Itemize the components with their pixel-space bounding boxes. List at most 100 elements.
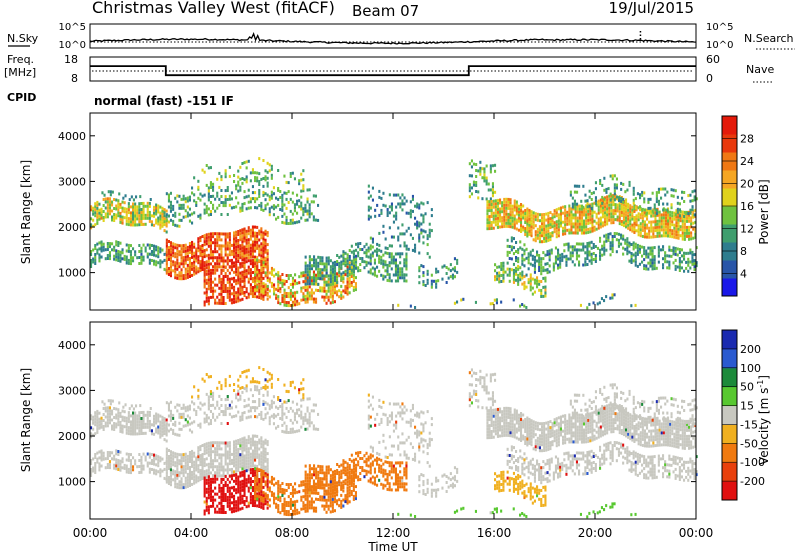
power-cell <box>167 270 170 273</box>
power-cell <box>418 236 421 240</box>
power-cell <box>241 276 244 280</box>
power-cell <box>254 206 257 210</box>
power-cell <box>260 275 263 278</box>
velocity-cell <box>228 504 231 508</box>
power-cell <box>94 256 97 259</box>
power-cell <box>693 198 696 202</box>
velocity-cell <box>165 459 168 463</box>
velocity-cell <box>121 427 124 431</box>
power-cell <box>626 203 629 207</box>
velocity-cell <box>207 450 210 454</box>
velocity-cell <box>247 459 250 463</box>
power-cell <box>125 261 128 265</box>
power-cell <box>304 294 307 298</box>
power-cell <box>245 232 248 236</box>
power-cell <box>546 250 549 254</box>
power-cell <box>258 269 261 272</box>
power-cell <box>327 286 330 290</box>
velocity-cell <box>129 471 132 475</box>
power-cell <box>214 262 217 266</box>
power-cell <box>639 213 642 217</box>
power-cell <box>294 303 297 307</box>
power-cell <box>153 214 156 218</box>
power-cell <box>119 211 122 215</box>
power-cell <box>608 212 611 216</box>
power-cell <box>675 227 678 231</box>
power-cell <box>212 289 215 293</box>
velocity-cell <box>203 473 206 477</box>
power-cell <box>578 228 581 232</box>
power-cell <box>505 209 508 213</box>
power-cell <box>576 219 579 223</box>
power-cell <box>638 250 641 254</box>
power-cell <box>207 284 210 288</box>
power-cell <box>498 280 501 284</box>
velocity-cell <box>195 468 198 472</box>
power-cell <box>633 228 636 231</box>
power-cell <box>612 212 615 216</box>
power-cell <box>148 210 151 214</box>
power-cell <box>144 204 147 208</box>
power-cell <box>492 199 495 203</box>
power-cell <box>216 238 219 242</box>
frequency-strip: Freq. [MHz] Nave 18 8 60 0 <box>4 53 774 85</box>
power-cell <box>643 200 646 204</box>
velocity-cell <box>178 483 181 487</box>
power-cell <box>688 213 691 217</box>
power-cell <box>597 223 600 227</box>
power-cell <box>245 287 248 291</box>
velocity-cell <box>96 418 99 422</box>
power-cell <box>346 283 349 287</box>
power-cell <box>134 214 137 218</box>
power-cell <box>583 219 586 223</box>
velocity-cell <box>132 417 135 421</box>
power-cell <box>90 217 93 221</box>
power-cell <box>677 215 680 219</box>
power-cell <box>188 272 191 275</box>
velocity-cell <box>199 457 202 461</box>
power-cell <box>268 289 271 293</box>
power-cell <box>226 259 229 263</box>
velocity-cell <box>186 463 189 467</box>
velocity-cell <box>122 405 125 409</box>
power-cell <box>557 254 560 258</box>
power-cell <box>275 272 278 276</box>
power-cell <box>512 252 515 256</box>
power-cell <box>604 217 607 221</box>
power-cell <box>344 291 347 295</box>
power-cell <box>418 269 421 273</box>
power-cell <box>390 258 393 262</box>
power-cell <box>654 229 657 233</box>
power-cell <box>527 252 530 256</box>
power-cell <box>195 204 198 207</box>
power-cell <box>630 243 633 246</box>
power-cell <box>224 250 227 254</box>
power-cell <box>559 253 562 257</box>
power-cell <box>188 219 191 223</box>
power-cell <box>174 270 177 274</box>
power-cell <box>652 229 655 233</box>
power-cell <box>409 212 412 216</box>
power-cell <box>245 250 248 254</box>
power-cell <box>224 241 227 245</box>
power-cell <box>237 287 240 291</box>
power-cell <box>422 271 425 275</box>
power-cell <box>670 206 673 210</box>
velocity-cell <box>146 410 149 414</box>
power-cell <box>648 232 651 236</box>
power-cell <box>651 258 654 262</box>
velocity-cell <box>123 466 126 470</box>
power-cell <box>313 279 316 283</box>
power-cell <box>237 242 240 245</box>
power-cell <box>264 247 267 251</box>
velocity-cell <box>207 475 210 479</box>
power-cell <box>264 293 267 297</box>
power-cell <box>249 262 252 266</box>
power-cell <box>176 267 179 271</box>
power-cell <box>325 280 328 284</box>
power-cell <box>548 270 551 274</box>
velocity-cell <box>249 464 252 468</box>
power-cell <box>576 184 579 188</box>
power-cell <box>317 267 320 271</box>
